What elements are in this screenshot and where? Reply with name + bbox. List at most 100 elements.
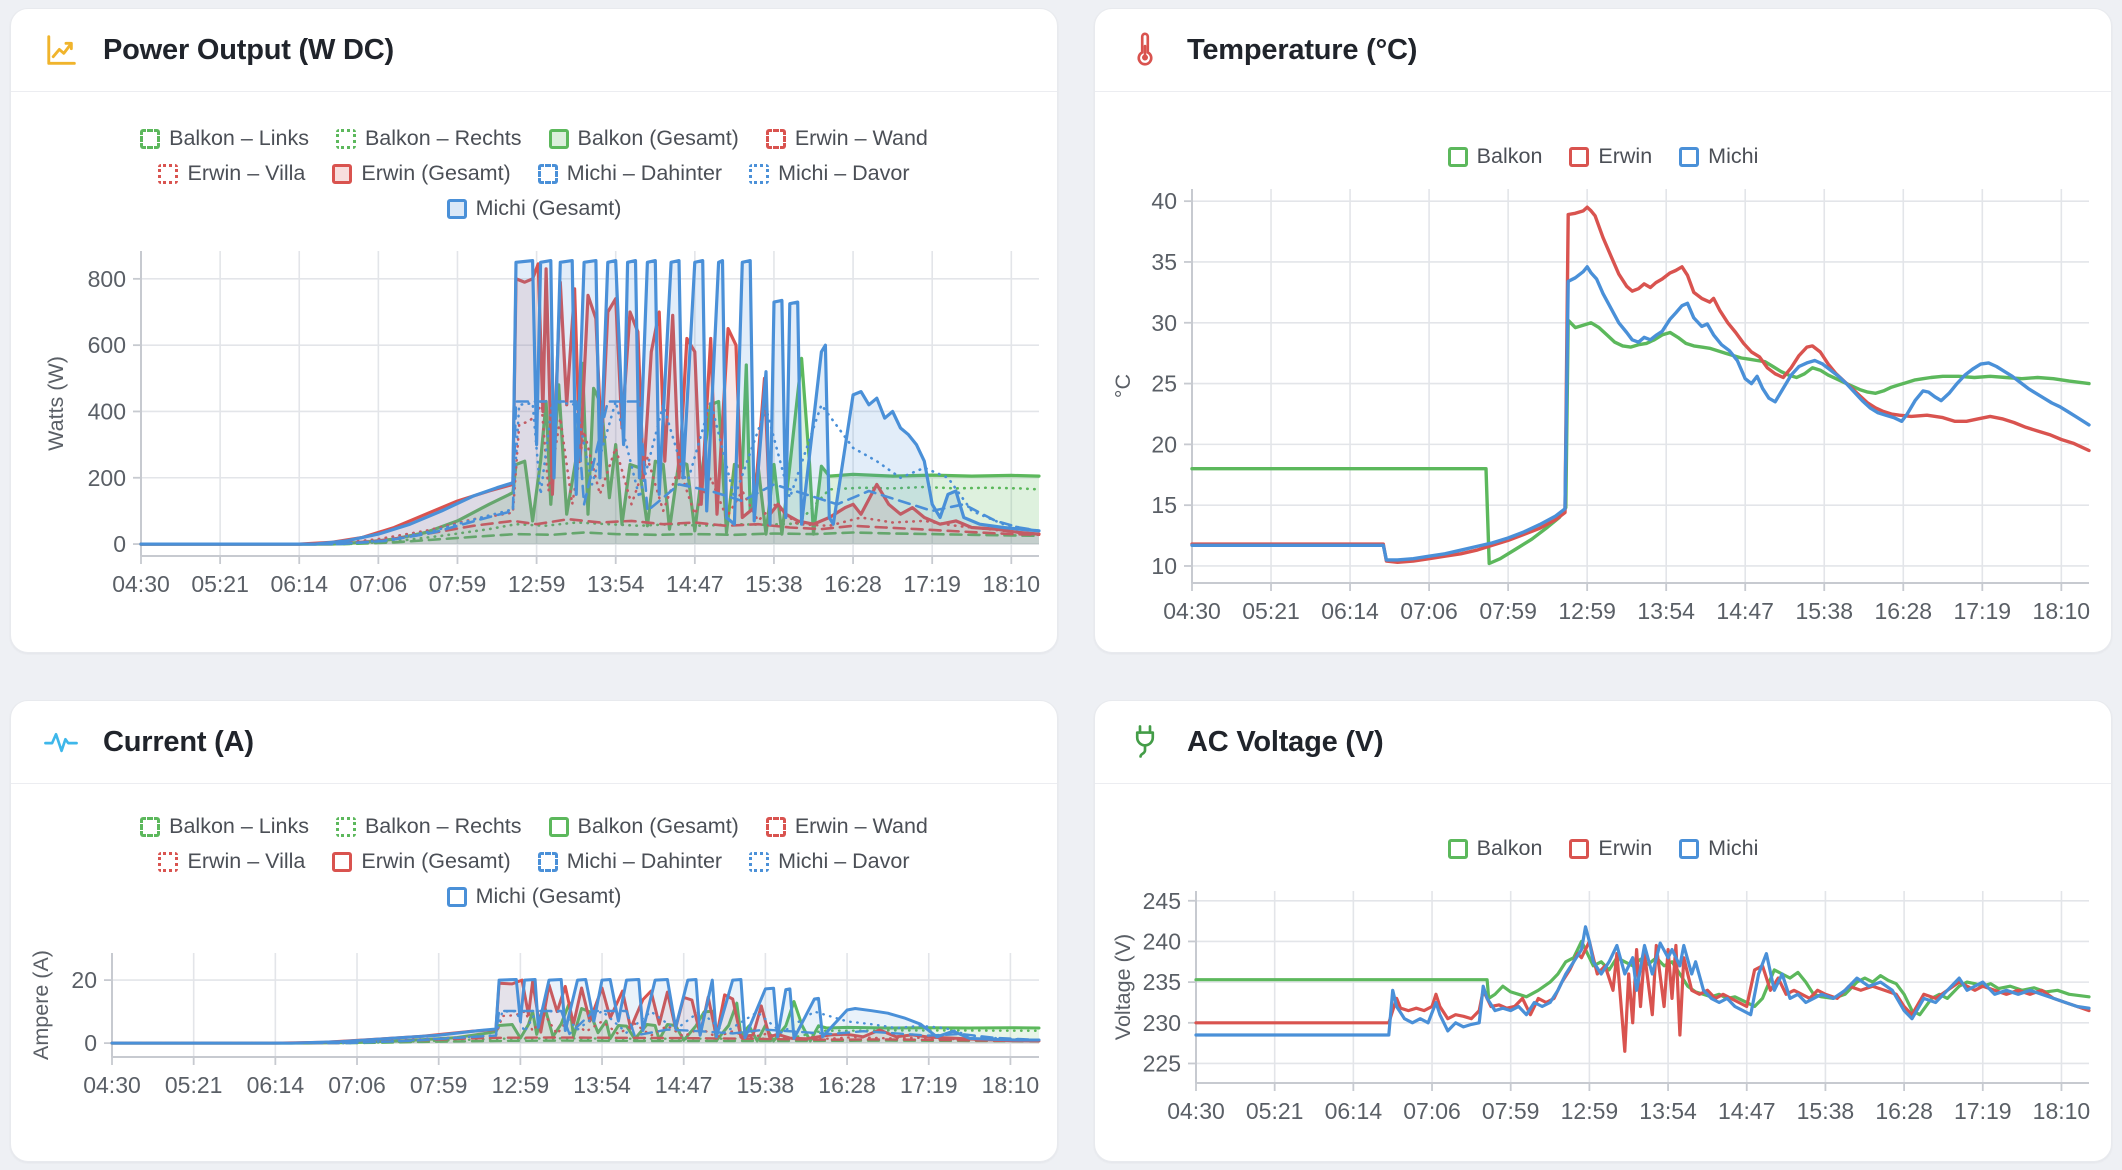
svg-text:15:38: 15:38 (737, 1072, 795, 1098)
svg-text:12:59: 12:59 (1561, 1098, 1619, 1124)
legend-item-power-8[interactable]: Michi (Gesamt) (446, 196, 621, 221)
power-card-title: Power Output (W DC) (103, 33, 394, 66)
current-card-body: Balkon – Links Balkon – Rechts Balkon (Ges… (11, 784, 1057, 1161)
legend-label: Balkon – Rechts (364, 814, 522, 838)
current-legend: Balkon – Links Balkon – Rechts Balkon (Ges… (74, 814, 994, 909)
svg-text:13:54: 13:54 (573, 1072, 631, 1098)
legend-item-voltage-0[interactable]: Balkon (1447, 836, 1542, 861)
legend-item-voltage-2[interactable]: Michi (1679, 836, 1758, 861)
svg-text:06:14: 06:14 (1325, 1098, 1383, 1124)
legend-item-power-2[interactable]: Balkon (Gesamt) (548, 126, 739, 151)
svg-text:10: 10 (1151, 553, 1177, 579)
current-card: Current (A) Balkon – Links Balkon – Recht… (10, 700, 1058, 1162)
legend-label: Michi – Davor (778, 161, 910, 185)
legend-label: Erwin (1598, 144, 1653, 168)
legend-swatch (1569, 146, 1590, 167)
legend-item-current-5[interactable]: Erwin (Gesamt) (332, 849, 511, 874)
legend-item-current-6[interactable]: Michi – Dahinter (537, 849, 722, 874)
pulse-icon (41, 722, 81, 762)
legend-item-power-7[interactable]: Michi – Davor (749, 161, 910, 186)
ac-voltage-chart-plot: 04:30 05:21 06:14 07:06 07:59 12:59 13:54 14:47… (1111, 888, 2091, 1124)
temperature-legend: Balkon Erwin Michi (1447, 144, 1758, 169)
svg-text:Watts (W): Watts (W) (44, 356, 68, 451)
legend-label: Erwin (Gesamt) (361, 161, 511, 185)
svg-text:07:06: 07:06 (350, 571, 408, 597)
legend-label: Michi (Gesamt) (475, 884, 622, 908)
svg-text:13:54: 13:54 (1637, 598, 1695, 624)
svg-text:05:21: 05:21 (191, 571, 249, 597)
legend-item-power-4[interactable]: Erwin – Villa (158, 161, 305, 186)
svg-text:07:06: 07:06 (328, 1072, 386, 1098)
legend-swatch (1447, 146, 1468, 167)
svg-text:07:59: 07:59 (410, 1072, 468, 1098)
legend-item-power-5[interactable]: Erwin (Gesamt) (332, 161, 511, 186)
svg-text:13:54: 13:54 (587, 571, 645, 597)
svg-text:230: 230 (1143, 1010, 1181, 1036)
legend-item-current-0[interactable]: Balkon – Links (140, 814, 309, 839)
ac-voltage-card-title: AC Voltage (V) (1187, 725, 1384, 758)
legend-swatch (446, 198, 467, 219)
legend-item-current-1[interactable]: Balkon – Rechts (335, 814, 522, 839)
divider (1095, 783, 2111, 784)
svg-text:14:47: 14:47 (1718, 1098, 1776, 1124)
legend-item-voltage-1[interactable]: Erwin (1569, 836, 1652, 861)
temperature-card: Temperature (°C) Balkon Erwin Michi 04:30 0… (1094, 8, 2112, 653)
line-chart-icon (41, 30, 81, 70)
legend-item-power-3[interactable]: Erwin – Wand (765, 126, 928, 151)
legend-swatch (140, 128, 161, 149)
legend-item-current-3[interactable]: Erwin – Wand (765, 814, 928, 839)
svg-text:800: 800 (88, 266, 126, 292)
plug-icon (1125, 722, 1165, 762)
svg-text:17:19: 17:19 (900, 1072, 958, 1098)
legend-item-current-2[interactable]: Balkon (Gesamt) (548, 814, 739, 839)
legend-label: Michi – Dahinter (566, 161, 723, 185)
temperature-card-title: Temperature (°C) (1187, 33, 1418, 66)
legend-item-power-0[interactable]: Balkon – Links (140, 126, 309, 151)
svg-text:04:30: 04:30 (1163, 598, 1221, 624)
svg-text:245: 245 (1143, 888, 1181, 914)
legend-item-current-7[interactable]: Michi – Davor (749, 849, 910, 874)
legend-label: Balkon (1476, 144, 1543, 168)
legend-label: Erwin – Villa (187, 849, 306, 873)
svg-text:16:28: 16:28 (1874, 598, 1932, 624)
svg-text:25: 25 (1151, 371, 1177, 397)
divider (11, 783, 1057, 784)
legend-label: Erwin – Villa (187, 161, 306, 185)
svg-text:14:47: 14:47 (655, 1072, 713, 1098)
power-card-body: Balkon – Links Balkon – Rechts Balkon (Ges… (11, 92, 1057, 652)
legend-item-current-4[interactable]: Erwin – Villa (158, 849, 305, 874)
svg-text:18:10: 18:10 (983, 571, 1041, 597)
svg-text:06:14: 06:14 (1321, 598, 1379, 624)
ac-voltage-legend: Balkon Erwin Michi (1447, 836, 1758, 861)
svg-text:200: 200 (88, 465, 126, 491)
power-card-header: Power Output (W DC) (11, 9, 1057, 91)
legend-swatch (332, 851, 353, 872)
power-output-card: Power Output (W DC) Balkon – Links Balkon… (10, 8, 1058, 653)
legend-item-current-8[interactable]: Michi (Gesamt) (446, 884, 622, 909)
svg-text:240: 240 (1143, 928, 1181, 954)
legend-item-temperature-2[interactable]: Michi (1679, 144, 1758, 169)
legend-item-temperature-0[interactable]: Balkon (1447, 144, 1543, 169)
legend-item-temperature-1[interactable]: Erwin (1569, 144, 1652, 169)
legend-swatch (158, 851, 179, 872)
legend-label: Erwin (Gesamt) (361, 849, 511, 873)
svg-text:18:10: 18:10 (2033, 598, 2091, 624)
legend-item-power-6[interactable]: Michi – Dahinter (537, 161, 723, 186)
svg-text:0: 0 (113, 531, 126, 557)
svg-text:°C: °C (1111, 374, 1135, 398)
legend-label: Erwin – Wand (794, 126, 928, 150)
temperature-card-body: Balkon Erwin Michi 04:30 05:21 06:14 07:06 07:… (1095, 92, 2111, 652)
temperature-chart-plot: 04:30 05:21 06:14 07:06 07:59 12:59 13:54 14:47… (1111, 188, 2091, 624)
thermometer-icon (1125, 30, 1165, 70)
svg-text:04:30: 04:30 (1167, 1098, 1225, 1124)
ac-voltage-card-body: Balkon Erwin Michi 04:30 05:21 06:14 07:06 07:… (1095, 784, 2111, 1161)
svg-text:06:14: 06:14 (270, 571, 328, 597)
svg-text:07:59: 07:59 (429, 571, 487, 597)
legend-label: Balkon – Rechts (364, 126, 522, 150)
svg-text:17:19: 17:19 (903, 571, 961, 597)
legend-swatch (537, 163, 558, 184)
legend-swatch (1569, 838, 1590, 859)
legend-label: Michi (1708, 144, 1759, 168)
legend-item-power-1[interactable]: Balkon – Rechts (335, 126, 522, 151)
svg-text:40: 40 (1151, 188, 1177, 214)
